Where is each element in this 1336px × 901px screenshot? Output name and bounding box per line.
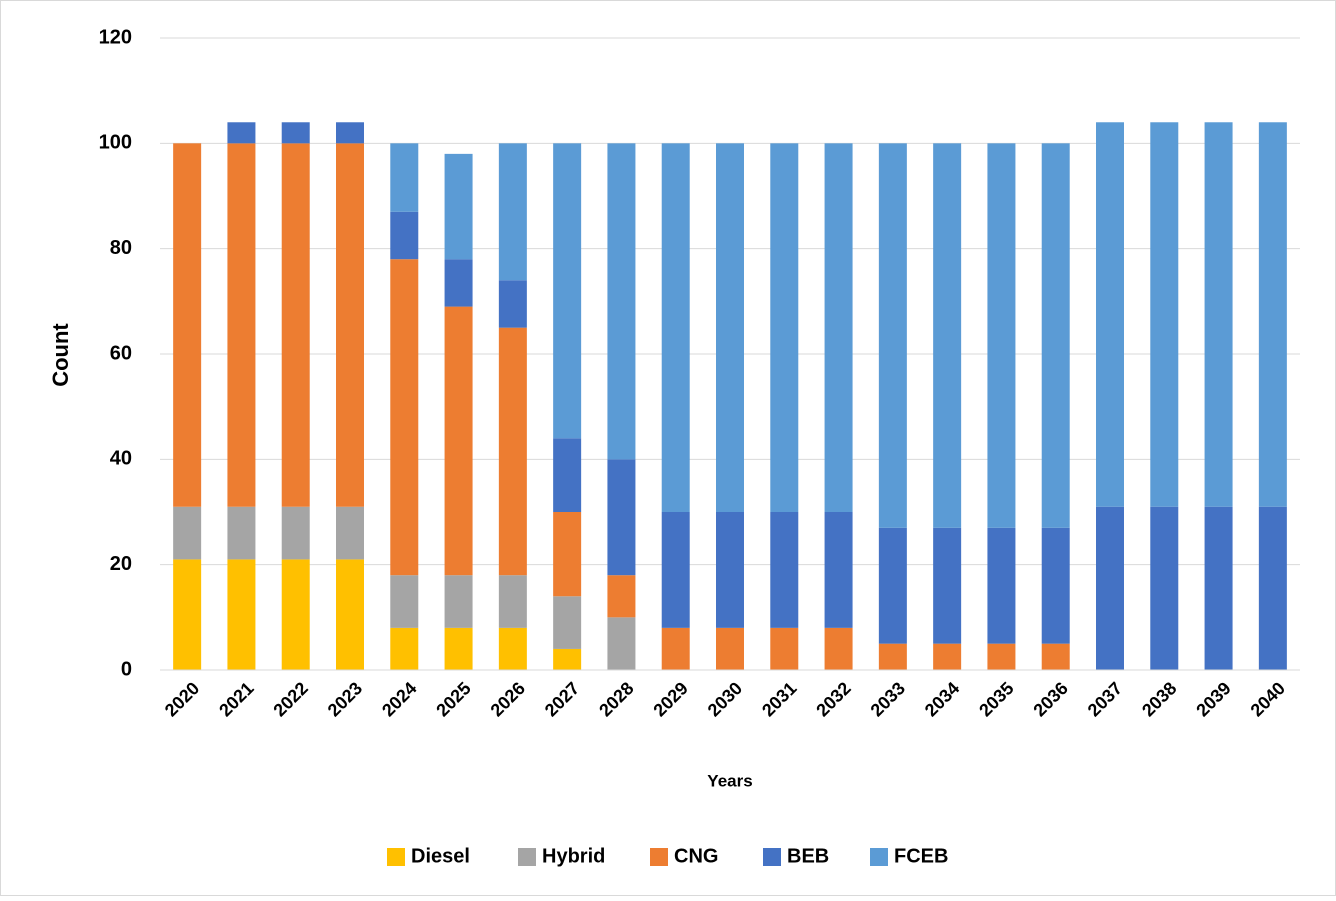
bar-segment (1150, 122, 1179, 507)
bar-segment (173, 143, 202, 507)
bar-segment (770, 627, 799, 670)
bar-segment (498, 327, 527, 576)
bar-segment (878, 143, 907, 528)
bar-segment (987, 527, 1016, 644)
bar-segment (770, 512, 799, 628)
bar-segment (444, 306, 473, 576)
legend-label: BEB (787, 845, 829, 867)
bar-segment (444, 153, 473, 260)
bar-segment (1041, 527, 1070, 644)
bar-segment (444, 627, 473, 670)
bar-segment (716, 143, 744, 513)
bar-segment (281, 559, 310, 670)
legend-label: Diesel (411, 845, 470, 867)
bar-segment (661, 627, 690, 670)
bar-segment (390, 627, 419, 670)
bar-segment (498, 627, 527, 670)
legend-swatch (763, 848, 781, 866)
y-axis-title: Count (48, 323, 73, 387)
bar-segment (716, 512, 744, 628)
bar-segment (227, 122, 256, 144)
bar-segment (390, 575, 419, 628)
bar-segment (336, 559, 364, 670)
legend-swatch (518, 848, 536, 866)
bar-segment (281, 122, 310, 144)
bar-segment (661, 512, 690, 628)
bar-segment (553, 648, 582, 670)
bar-segment (933, 643, 962, 670)
bar-segment (553, 596, 582, 649)
bar-segment (878, 527, 907, 644)
y-tick-label: 80 (110, 237, 132, 259)
bar-segment (933, 143, 962, 528)
bar-segment (1258, 506, 1287, 670)
legend-label: CNG (674, 845, 718, 867)
bar-segment (553, 438, 582, 512)
bar-segment (607, 143, 636, 460)
y-tick-label: 0 (121, 658, 132, 680)
y-tick-label: 120 (99, 26, 132, 48)
bar-segment (1041, 643, 1070, 670)
bar-segment (987, 643, 1016, 670)
bar-segment (716, 627, 744, 670)
bar-segment (1204, 122, 1233, 507)
bar-segment (770, 143, 799, 513)
legend-label: FCEB (894, 845, 948, 867)
y-tick-label: 20 (110, 553, 132, 575)
bar-segment (824, 512, 853, 628)
bar-segment (1096, 122, 1124, 507)
bar-segment (498, 575, 527, 628)
bar-segment (390, 211, 419, 260)
bar-segment (1096, 506, 1124, 670)
bar-segment (227, 506, 256, 560)
legend-label: Hybrid (542, 845, 605, 867)
bar-segment (607, 617, 636, 670)
bar-segment (553, 512, 582, 597)
bar-segment (607, 459, 636, 576)
bar-segment (824, 627, 853, 670)
bar-segment (661, 143, 690, 513)
bar-segment (281, 506, 310, 560)
bar-segment (1204, 506, 1233, 670)
bar-segment (1150, 506, 1179, 670)
bar-segment (553, 143, 582, 439)
bar-segment (336, 506, 364, 560)
bar-segment (607, 575, 636, 618)
bar-segment (444, 575, 473, 628)
bar-segment (444, 259, 473, 307)
y-tick-label: 60 (110, 342, 132, 364)
bar-segment (1041, 143, 1070, 528)
bar-segment (1258, 122, 1287, 507)
bar-segment (498, 280, 527, 328)
bar-segment (173, 559, 202, 670)
bar-segment (498, 143, 527, 281)
bar-segment (227, 559, 256, 670)
y-tick-label: 40 (110, 448, 132, 470)
legend-swatch (870, 848, 888, 866)
bar-segment (281, 143, 310, 507)
bar-segment (824, 143, 853, 513)
bar-segment (336, 122, 364, 144)
bar-segment (390, 259, 419, 576)
bar-segment (390, 143, 419, 212)
bar-segment (173, 506, 202, 560)
x-axis-title: Years (707, 771, 752, 790)
legend-swatch (387, 848, 405, 866)
bar-segment (987, 143, 1016, 528)
bar-segment (878, 643, 907, 670)
y-tick-label: 100 (99, 132, 132, 154)
bar-segment (933, 527, 962, 644)
legend-swatch (650, 848, 668, 866)
bar-segment (336, 143, 364, 507)
bar-segment (227, 143, 256, 507)
